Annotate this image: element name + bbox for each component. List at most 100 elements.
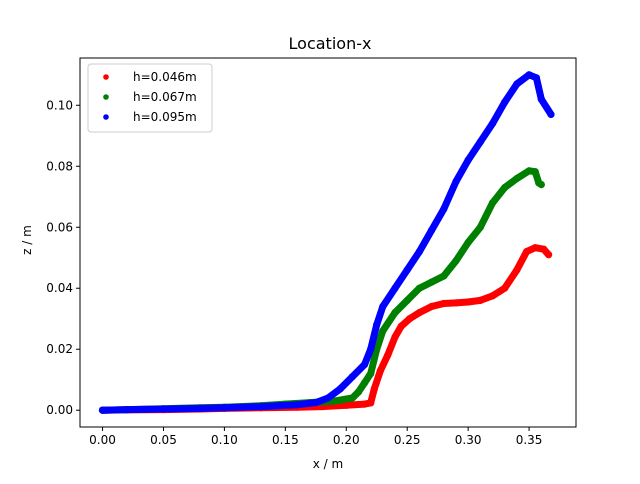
y-tick-label: 0.02 [46,342,73,356]
series-1-point [397,322,405,330]
series-2-point [525,167,533,175]
legend: h=0.046m h=0.067m h=0.095m [87,63,213,133]
series-3-point [257,403,265,411]
series-3-point [379,302,387,311]
series-1-point [428,302,436,311]
series-1-point [540,245,548,253]
x-tick-label: 0.15 [272,433,299,447]
series-2-point [501,184,509,192]
series-3-point [403,266,411,274]
y-tick-label: 0.00 [46,403,73,417]
series-1-point [367,399,375,407]
x-tick-label: 0.05 [150,433,177,447]
x-axis-label: x / m [313,457,343,471]
series-3-point [123,406,131,414]
series-3-point [532,74,541,82]
series-2-point [537,181,545,189]
series-3-point [476,138,484,146]
x-tick-label: 0.20 [333,433,360,447]
series-2-point [373,345,381,353]
series-1-point [545,251,553,259]
series-1-point [476,296,484,304]
series-2-point [452,257,460,265]
series-1-point [415,309,423,317]
series-1-point [361,400,369,408]
series-1-point [501,284,509,292]
series-1-point [464,298,472,306]
series-3 [98,71,555,414]
series-3-point [440,205,448,213]
series-3-point [312,399,320,407]
legend-label: h=0.095m [133,110,197,124]
legend-marker [103,114,109,120]
series-3-trace [99,71,555,414]
series-3-point [98,406,107,414]
series-3-point [159,405,168,413]
series-3-point [367,345,375,353]
y-tick-label: 0.06 [46,220,73,234]
series-3-point [293,401,302,409]
chart-title: Location-x [289,34,372,53]
series-1-point [342,401,350,409]
x-tick-label: 0.10 [211,433,238,447]
series-2-point [440,272,448,280]
series-1-point [452,299,460,307]
series-3-point [488,120,497,128]
series-1-point [523,248,531,256]
y-tick-label: 0.04 [46,281,73,295]
series-2-point [415,284,423,292]
series-2-point [391,309,399,317]
y-axis-label: z / m [20,225,34,255]
series-2-point [367,370,375,378]
series-2-point [531,168,539,176]
series-1-point [370,385,378,393]
series-3-point [537,95,545,103]
series-3-point [196,404,204,412]
x-tick-label: 0.30 [455,433,482,447]
legend-marker [103,94,109,100]
series-2-point [379,327,387,335]
legend-marker [103,74,109,80]
series-3-point [220,404,228,412]
x-tick-label: 0.35 [516,433,543,447]
series-1-point [513,266,521,274]
series-2-point [361,379,369,387]
legend-label: h=0.067m [133,90,197,104]
legend-box [87,63,213,133]
y-tick-label: 0.08 [46,159,73,173]
series-3-point [452,177,460,186]
series-3-point [324,394,332,402]
series-3-point [361,360,369,369]
series-3-point [415,248,423,256]
plot-frame [79,57,577,428]
series-2-point [348,394,356,402]
series-3-point [464,156,472,164]
series-1-point [391,333,399,341]
series-3-point [501,98,509,106]
axes: 0.00 0.05 0.10 0.15 0.20 0.25 0.30 0.35 0.00 0.02… [46,57,577,447]
series-3-point [373,321,381,329]
series-3-point [336,385,344,393]
series-2-point [428,278,436,286]
series-3-point [513,80,521,88]
series-2-point [403,296,411,304]
series-3-point [348,373,356,381]
series-1-point [488,292,497,300]
series-3-point [428,226,436,234]
y-tick-label: 0.10 [46,98,73,112]
series-2-point [330,397,338,405]
series-2-point [476,223,484,231]
series-2-point [513,174,521,183]
series-3-point [391,284,399,292]
plot-content [98,71,555,414]
series-1-point [531,244,539,252]
x-tick-label: 0.00 [89,433,116,447]
series-2-point [354,388,363,396]
series-1-point [440,299,448,308]
series-2-point [488,199,497,207]
series-1-point [376,367,384,375]
series-3-point [547,110,555,118]
x-tick-label: 0.25 [394,433,421,447]
